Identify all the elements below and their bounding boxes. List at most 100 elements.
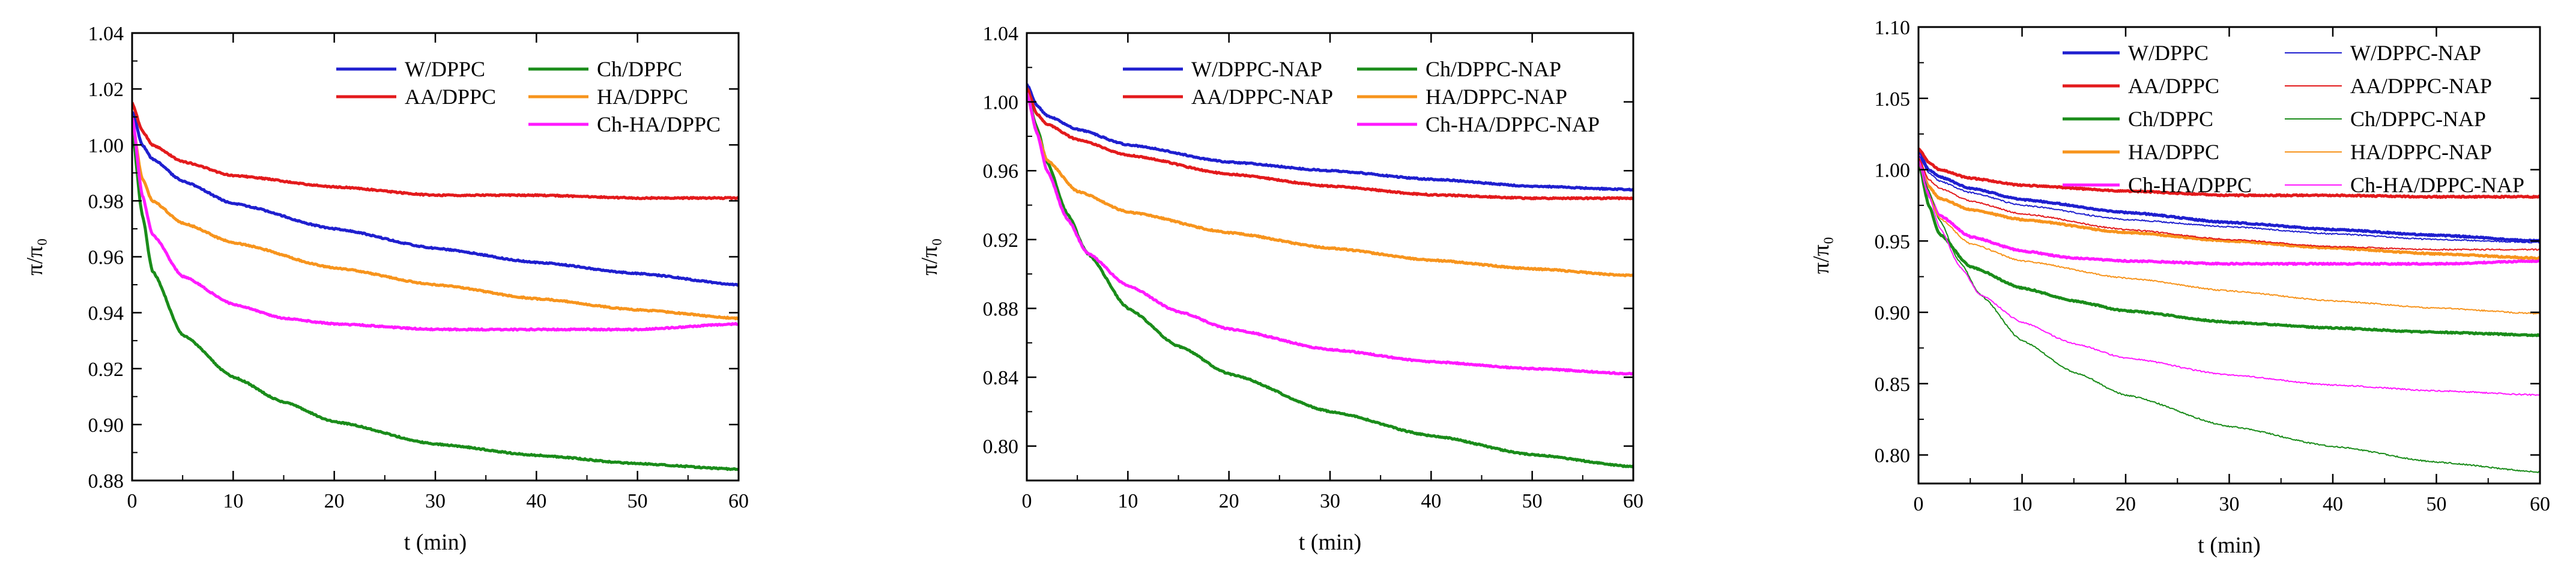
- legend-label: W/DPPC-NAP: [2350, 41, 2481, 65]
- series-line-ch-dppc-nap: [1027, 92, 1633, 468]
- x-tick-label: 20: [2115, 493, 2136, 515]
- x-tick-label: 20: [1219, 490, 1239, 512]
- legend-label: AA/DPPC-NAP: [1191, 85, 1333, 109]
- x-tick-label: 30: [425, 490, 446, 512]
- y-axis-title: π/π₀: [917, 238, 942, 275]
- y-tick-label: 0.80: [983, 436, 1019, 458]
- series-line-w-dppc-nap: [1027, 83, 1633, 192]
- legend-label: HA/DPPC: [597, 85, 688, 109]
- y-tick-label: 0.84: [983, 367, 1019, 389]
- y-axis-title: π/π₀: [1809, 237, 1834, 274]
- x-tick-label: 30: [1320, 490, 1340, 512]
- legend-label: W/DPPC: [2128, 41, 2209, 65]
- y-tick-label: 0.98: [88, 190, 124, 213]
- x-tick-label: 40: [1421, 490, 1441, 512]
- series-line-w-dppc: [132, 111, 739, 287]
- chart-panel-1: 0 10 20 30 40 50 60 0.88 0.90 0.92 0.94 0.96 0.98 1.0…: [22, 23, 749, 555]
- y-tick-label: 0.90: [88, 414, 124, 437]
- y-tick-label: 1.02: [88, 79, 124, 101]
- legend: W/DPPC AA/DPPC Ch/DPPC HA/DPPC Ch-HA/DPPC: [336, 57, 721, 136]
- x-tick-label: 30: [2219, 493, 2240, 515]
- legend-label: AA/DPPC: [2128, 74, 2219, 98]
- x-axis-title: t (min): [2198, 533, 2260, 558]
- series-line-w-dppc: [1918, 151, 2540, 243]
- x-tick-label: 60: [2530, 493, 2550, 515]
- series-group: [1918, 147, 2540, 473]
- chart-panel-2: 0 10 20 30 40 50 60 0.80 0.84 0.88 0.92 0.96 1.00 1.0…: [917, 23, 1643, 555]
- series-line-ha-dppc: [1918, 157, 2540, 261]
- x-tick-label: 50: [627, 490, 648, 512]
- series-line-aa-dppc-nap: [1918, 157, 2540, 251]
- series-line-ha-dppc-nap: [1027, 92, 1633, 277]
- series-line-aa-dppc: [1918, 147, 2540, 199]
- y-tick-label: 1.05: [1875, 88, 1911, 111]
- series-line-aa-dppc-nap: [1027, 87, 1633, 201]
- y-tick-label: 0.96: [983, 160, 1019, 183]
- legend-label: Ch/DPPC: [597, 57, 682, 81]
- series-line-ch-ha-dppc-nap: [1027, 92, 1633, 376]
- legend-label: HA/DPPC-NAP: [2350, 140, 2492, 164]
- x-tick-label: 0: [1022, 490, 1032, 512]
- x-tick-label: 60: [1623, 490, 1643, 512]
- legend-label: Ch-HA/DPPC-NAP: [2350, 173, 2524, 197]
- legend-label: AA/DPPC-NAP: [2350, 74, 2492, 98]
- legend-label: Ch-HA/DPPC: [597, 112, 721, 136]
- legend-label: W/DPPC: [405, 57, 485, 81]
- y-tick-label: 0.90: [1875, 302, 1911, 324]
- y-axis-title: π/π₀: [22, 238, 47, 275]
- y-tick-label: 1.00: [88, 135, 124, 157]
- x-tick-label: 40: [2323, 493, 2343, 515]
- legend-label: W/DPPC-NAP: [1191, 57, 1322, 81]
- x-tick-label: 40: [526, 490, 546, 512]
- y-tick-label: 1.04: [983, 23, 1019, 45]
- y-tick-label: 0.80: [1875, 445, 1911, 467]
- legend-label: HA/DPPC: [2128, 140, 2219, 164]
- x-axis-title: t (min): [404, 530, 467, 555]
- y-tick-label: 0.85: [1875, 374, 1911, 396]
- y-tick-label: 0.92: [88, 359, 124, 381]
- series-line-ch-ha-dppc: [1918, 154, 2540, 266]
- x-tick-label: 50: [1522, 490, 1543, 512]
- y-tick-label: 0.88: [983, 298, 1019, 320]
- x-tick-label: 10: [2012, 493, 2033, 515]
- series-line-ha-dppc-nap: [1918, 163, 2540, 315]
- x-tick-label: 0: [1914, 493, 1924, 515]
- series-line-ha-dppc: [132, 122, 739, 321]
- x-tick-label: 10: [223, 490, 243, 512]
- series-line-ch-dppc: [132, 130, 739, 471]
- y-tick-label: 0.94: [88, 303, 124, 325]
- chart-panel-3: 0 10 20 30 40 50 60 0.80 0.85 0.90 0.95 1.00 1.05 1.1…: [1809, 17, 2550, 558]
- y-tick-label: 1.00: [1875, 160, 1911, 182]
- legend: W/DPPC-NAP AA/DPPC-NAP Ch/DPPC-NAP HA/DPPC-…: [1123, 57, 1600, 136]
- series-line-ch-ha-dppc: [132, 117, 739, 332]
- y-tick-label: 1.00: [983, 92, 1019, 114]
- y-tick-label: 0.92: [983, 229, 1019, 252]
- series-group: [132, 102, 739, 471]
- x-tick-label: 20: [324, 490, 345, 512]
- series-line-w-dppc-nap: [1918, 154, 2540, 244]
- series-line-ch-dppc: [1918, 162, 2540, 338]
- series-group: [1027, 83, 1633, 468]
- legend-label: Ch/DPPC-NAP: [2350, 107, 2486, 131]
- series-line-ch-dppc-nap: [1918, 162, 2540, 473]
- x-tick-label: 60: [728, 490, 749, 512]
- x-tick-label: 10: [1117, 490, 1138, 512]
- legend: W/DPPC AA/DPPC Ch/DPPC HA/DPPC Ch-HA/DPPC W/D…: [2063, 41, 2524, 197]
- legend-label: Ch-HA/DPPC-NAP: [1426, 112, 1600, 136]
- series-line-ch-ha-dppc-nap: [1918, 162, 2540, 396]
- y-tick-label: 1.04: [88, 23, 124, 45]
- y-tick-label: 0.96: [88, 247, 124, 269]
- legend-label: Ch/DPPC-NAP: [1426, 57, 1561, 81]
- legend-label: AA/DPPC: [405, 85, 496, 109]
- x-axis-title: t (min): [1299, 530, 1361, 555]
- y-tick-label: 1.10: [1875, 17, 1911, 39]
- x-tick-label: 0: [127, 490, 138, 512]
- series-line-aa-dppc: [132, 102, 739, 201]
- x-tick-label: 50: [2426, 493, 2447, 515]
- legend-label: Ch-HA/DPPC: [2128, 173, 2252, 197]
- y-tick-label: 0.88: [88, 470, 124, 493]
- y-tick-label: 0.95: [1875, 231, 1911, 253]
- legend-label: HA/DPPC-NAP: [1426, 85, 1567, 109]
- legend-label: Ch/DPPC: [2128, 107, 2213, 131]
